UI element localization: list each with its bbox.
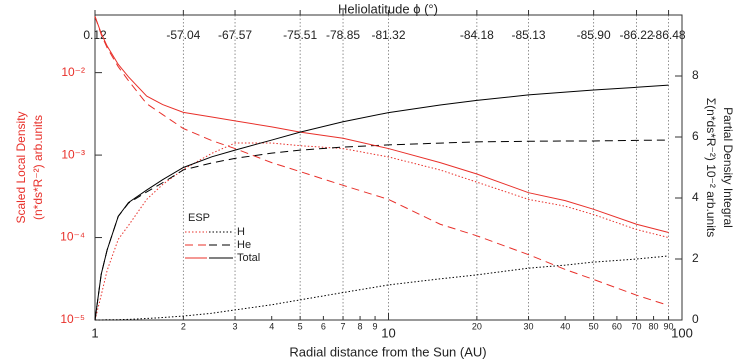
top-tick-label: -86.48 [652, 28, 686, 42]
x-axis-title: Radial distance from the Sun (AU) [289, 344, 486, 359]
density-line [94, 16, 669, 234]
x-tick-label: 6 [321, 321, 326, 331]
x-tick-label: 80 [649, 321, 659, 331]
integral-line [94, 139, 669, 321]
density-line [94, 142, 669, 321]
x-tick-label: 7 [341, 321, 346, 331]
y-tick-label: 10⁻⁵ [60, 312, 85, 326]
y2-axis-title: Partial Density Integral [721, 107, 735, 228]
top-tick-label: -86.22 [620, 28, 654, 42]
x-tick-label: 10 [381, 325, 395, 340]
top-tick-label: -85.13 [512, 28, 546, 42]
x-tick-label: 60 [612, 321, 622, 331]
y2-tick-label: 6 [692, 129, 699, 143]
legend-label: He [237, 239, 251, 251]
y-tick-label: 10⁻³ [61, 147, 85, 161]
x-tick-label: 50 [589, 321, 599, 331]
y2-axis-title: Σ(n*ds*R⁻²) 10⁻² arb.units [704, 98, 718, 237]
x-tick-label: 70 [632, 321, 642, 331]
top-tick-label: -78.85 [326, 28, 360, 42]
density-line [94, 16, 669, 306]
x-tick-label: 90 [664, 321, 674, 331]
integral-line [95, 255, 669, 321]
x-tick-label: 5 [298, 321, 303, 331]
x-tick-label: 20 [472, 321, 482, 331]
top-tick-label: -81.32 [371, 28, 405, 42]
y-tick-label: 10⁻² [61, 65, 85, 79]
top-tick-label: -57.04 [166, 28, 200, 42]
x-tick-label: 1 [91, 325, 98, 340]
plot-frame [94, 14, 683, 321]
legend-label: H [237, 226, 245, 238]
y-axis-title: (n*ds*R⁻²) arb.units [31, 115, 45, 220]
y-tick-label: 10⁻⁴ [60, 230, 85, 244]
x-tick-label: 40 [560, 321, 570, 331]
x-tick-label: 3 [233, 321, 238, 331]
top-tick-label: -85.90 [577, 28, 611, 42]
x-tick-label: 9 [373, 321, 378, 331]
y2-tick-label: 4 [692, 190, 699, 204]
x-tick-label: 4 [269, 321, 274, 331]
top-axis-title: Heliolatitude ϕ (°) [338, 1, 438, 16]
top-tick-label: -75.51 [283, 28, 317, 42]
x-tick-label: 100 [671, 325, 693, 340]
top-tick-label: -67.57 [218, 28, 252, 42]
legend-title: ESP [188, 212, 210, 224]
y2-tick-label: 2 [692, 251, 699, 265]
x-tick-label: 8 [358, 321, 363, 331]
x-tick-label: 2 [181, 321, 186, 331]
y-axis-title: Scaled Local Density [14, 111, 28, 223]
integral-line [94, 84, 669, 321]
y2-tick-label: 8 [692, 68, 699, 82]
top-tick-label: -84.18 [460, 28, 494, 42]
legend-label: Total [237, 252, 260, 264]
y2-tick-label: 0 [692, 312, 699, 326]
x-tick-label: 30 [524, 321, 534, 331]
